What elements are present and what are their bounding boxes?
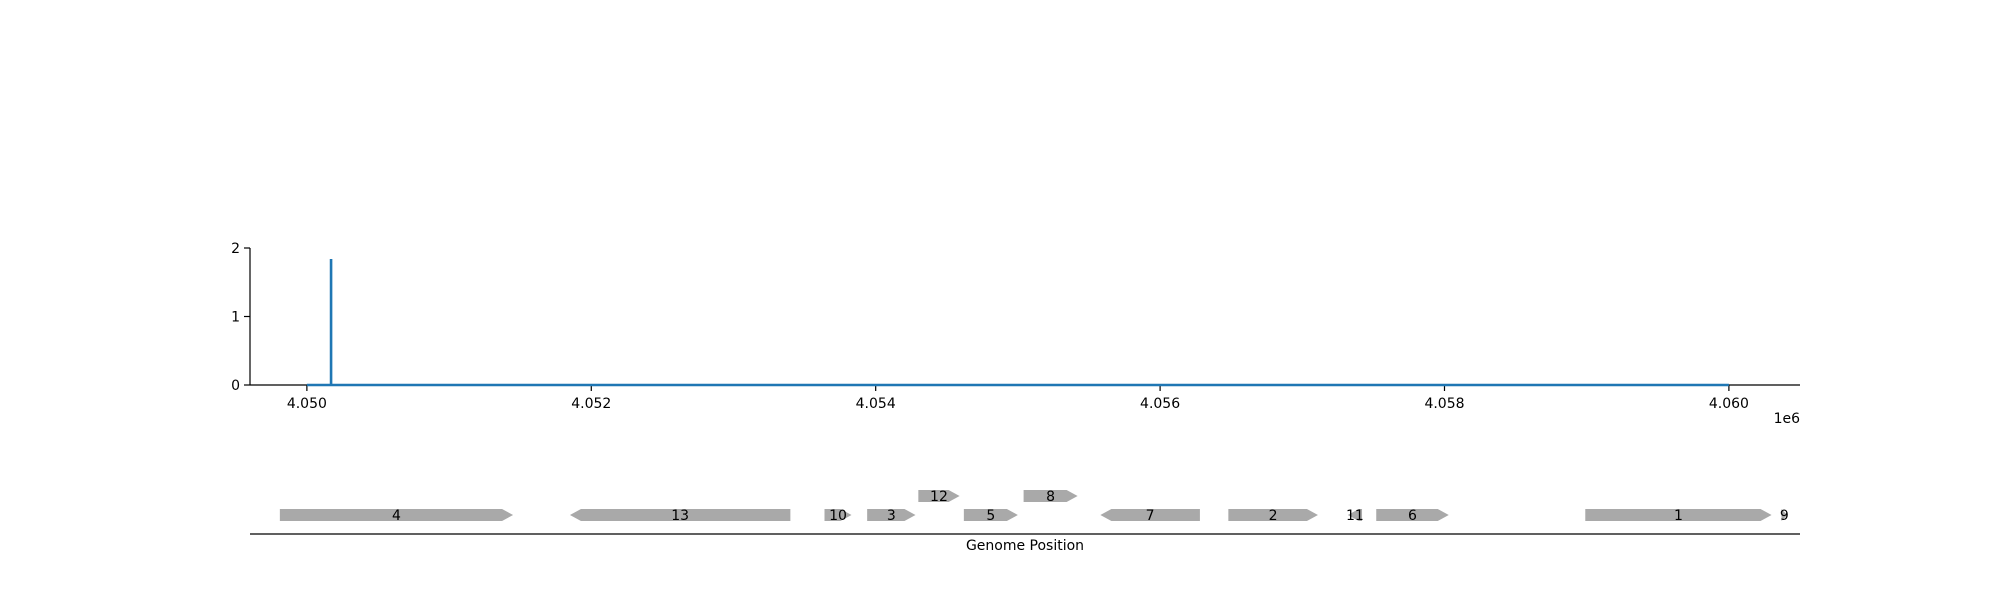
y-tick-label: 2	[231, 241, 240, 257]
y-tick-label: 1	[231, 310, 240, 326]
gene-7: 7	[1100, 508, 1200, 524]
gene-13: 13	[569, 508, 791, 524]
track-x-axis-label: Genome Position	[966, 538, 1084, 554]
gene-label: 5	[986, 508, 995, 524]
gene-arrow	[1100, 509, 1200, 521]
gene-label: 7	[1146, 508, 1155, 524]
gene-label: 11	[1346, 508, 1364, 524]
x-tick-label: 4.058	[1424, 396, 1464, 412]
gene-6: 6	[1376, 508, 1449, 524]
gene-arrow	[1228, 509, 1318, 521]
gene-4: 4	[279, 508, 514, 524]
gene-label: 3	[887, 508, 896, 524]
gene-label: 8	[1046, 489, 1055, 505]
y-tick-label: 0	[231, 378, 240, 394]
gene-label: 12	[930, 489, 948, 505]
gene-9: 9	[1780, 508, 1789, 524]
x-offset-label: 1e6	[1774, 411, 1801, 427]
gene-1: 1	[1585, 508, 1772, 524]
gene-3: 3	[867, 508, 916, 524]
gene-12: 12	[918, 489, 960, 505]
coverage-plot: 0 1 2 4.050 4.052 4.054 4.056 4.058 4.060 1e6	[231, 241, 1800, 427]
gene-11: 11	[1346, 508, 1364, 524]
gene-track: 4 13 10 3 12 5 8 7 2 11 6 1 9 Genome Position	[250, 489, 1800, 554]
x-tick-label: 4.050	[287, 396, 327, 412]
gene-arrow	[918, 490, 960, 502]
x-tick-label: 4.056	[1140, 396, 1180, 412]
gene-8: 8	[1023, 489, 1078, 505]
gene-label: 6	[1408, 508, 1417, 524]
gene-arrow	[279, 509, 514, 521]
gene-5: 5	[963, 508, 1018, 524]
gene-arrow	[824, 509, 852, 521]
y-ticks: 0 1 2	[231, 241, 250, 394]
coverage-line	[306, 258, 1729, 387]
gene-label: 4	[392, 508, 401, 524]
gene-arrow	[1023, 490, 1078, 502]
gene-arrow	[1585, 509, 1772, 521]
gene-label: 13	[671, 508, 689, 524]
gene-arrow	[963, 509, 1018, 521]
gene-label: 2	[1269, 508, 1278, 524]
gene-2: 2	[1228, 508, 1318, 524]
gene-arrow	[1376, 509, 1449, 521]
x-tick-label: 4.054	[856, 396, 896, 412]
gene-label: 9	[1780, 508, 1789, 524]
x-tick-label: 4.060	[1709, 396, 1749, 412]
x-ticks: 4.050 4.052 4.054 4.056 4.058 4.060	[287, 385, 1749, 412]
gene-label: 1	[1674, 508, 1683, 524]
gene-arrow	[569, 509, 791, 521]
genes: 4 13 10 3 12 5 8 7 2 11 6 1 9	[279, 489, 1789, 524]
x-tick-label: 4.052	[571, 396, 611, 412]
gene-arrow	[1347, 509, 1363, 521]
gene-arrow	[1781, 509, 1788, 521]
gene-arrow	[867, 509, 916, 521]
gene-label: 10	[829, 508, 847, 524]
gene-10: 10	[824, 508, 852, 524]
